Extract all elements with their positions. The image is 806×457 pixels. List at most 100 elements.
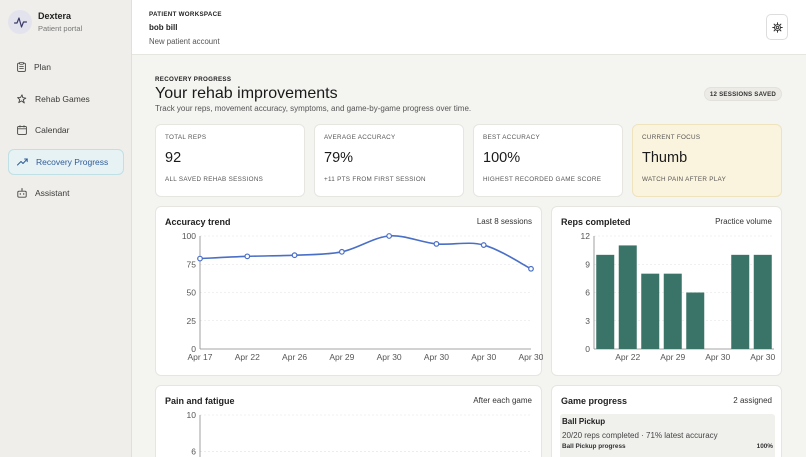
top-bar: PATIENT WORKSPACE bob bill New patient a… [132, 0, 806, 55]
sidebar-item-label: Assistant [35, 188, 70, 199]
gear-icon [771, 21, 783, 33]
y-tick-label: 9 [585, 259, 590, 269]
brand-subtitle: Patient portal [38, 24, 83, 33]
bar [663, 273, 682, 349]
game-name: Ball Pickup [562, 417, 606, 426]
x-tick-label: Apr 22 [235, 352, 260, 362]
game-progress-label: Ball Pickup progress [562, 443, 626, 450]
panel-meta: 2 assigned [733, 396, 772, 405]
workspace-label: PATIENT WORKSPACE [149, 11, 222, 18]
data-point [528, 265, 534, 272]
page-subtitle: Track your reps, movement accuracy, symp… [155, 104, 472, 113]
bar [686, 292, 705, 349]
accuracy-series-line [199, 235, 532, 270]
reps-completed-panel: Reps completed Practice volume 0 3 6 9 12 Apr… [551, 206, 782, 376]
game-progress-panel: Game progress 2 assigned Ball Pickup 20/… [551, 385, 782, 457]
bar [641, 273, 660, 349]
pain-fatigue-panel: Pain and fatigue After each game 6 10 [155, 385, 542, 457]
sidebar-item-calendar[interactable]: Calendar [8, 117, 124, 143]
patient-account-status: New patient account [149, 37, 220, 46]
calendar-icon [17, 125, 27, 136]
settings-button[interactable] [766, 14, 788, 40]
data-point [386, 233, 393, 239]
panel-meta: Practice volume [715, 217, 772, 226]
stat-caption: ALL SAVED REHAB SESSIONS [165, 176, 264, 183]
clipboard-icon [17, 62, 26, 72]
y-tick-label: 25 [187, 316, 197, 326]
x-tick-label: Apr 29 [329, 352, 354, 362]
stat-card-current-focus: CURRENT FOCUS Thumb WATCH PAIN AFTER PLA… [632, 124, 782, 197]
game-progress-item[interactable]: Ball Pickup 20/20 reps completed · 71% l… [560, 414, 775, 457]
data-point [433, 241, 440, 247]
x-tick-label: Apr 30 [705, 352, 730, 362]
stat-label: AVERAGE ACCURACY [324, 134, 396, 141]
game-detail: 20/20 reps completed · 71% latest accura… [562, 431, 718, 440]
sidebar-item-assistant[interactable]: Assistant [8, 180, 124, 206]
panel-meta: Last 8 sessions [476, 217, 532, 226]
data-point [338, 248, 345, 255]
bar [618, 245, 637, 349]
y-tick-label: 0 [585, 344, 590, 354]
pain-fatigue-chart: 6 10 [187, 410, 531, 457]
game-progress-value: 100% [756, 443, 773, 450]
x-tick-label: Apr 22 [615, 352, 640, 362]
panel-title: Pain and fatigue [165, 396, 235, 406]
reps-completed-chart: 0 3 6 9 12 Apr 22 Apr 29 Apr 30 Apr 30 [581, 231, 776, 362]
stat-value: 92 [165, 150, 182, 166]
robot-icon [17, 188, 27, 199]
sidebar: Dextera Patient portal Plan Rehab Games … [0, 0, 132, 457]
x-tick-label: Apr 17 [187, 352, 212, 362]
y-tick-label: 50 [187, 288, 197, 298]
y-tick-label: 100 [182, 231, 196, 241]
sidebar-item-label: Calendar [35, 125, 70, 136]
sidebar-item-plan[interactable]: Plan [8, 54, 124, 80]
stat-value: 79% [324, 150, 354, 166]
y-tick-label: 3 [585, 316, 590, 326]
stat-value: Thumb [642, 150, 688, 166]
stat-card-total-reps: TOTAL REPS 92 ALL SAVED REHAB SESSIONS [155, 124, 305, 197]
data-point [291, 252, 298, 259]
y-tick-label: 0 [191, 344, 196, 354]
sidebar-item-rehab-games[interactable]: Rehab Games [8, 86, 124, 112]
sidebar-item-label: Plan [34, 62, 52, 72]
stat-caption: +11 PTS FROM FIRST SESSION [324, 176, 426, 183]
x-tick-label: Apr 30 [424, 352, 449, 362]
stat-label: TOTAL REPS [165, 134, 207, 141]
panel-title: Accuracy trend [165, 217, 231, 227]
sidebar-item-label: Recovery Progress [36, 156, 109, 167]
puzzle-icon [17, 93, 27, 104]
accuracy-trend-chart: 0 25 50 75 100 Apr 17 Apr 22 Apr 26 Apr 29 Apr 30… [182, 231, 543, 362]
pulse-logo-icon [8, 10, 32, 34]
panel-title: Reps completed [561, 217, 631, 227]
x-tick-label: Apr 30 [518, 352, 543, 362]
stat-caption: HIGHEST RECORDED GAME SCORE [483, 176, 602, 183]
stat-card-best-accuracy: BEST ACCURACY 100% HIGHEST RECORDED GAME… [473, 124, 623, 197]
sidebar-item-label: Rehab Games [35, 93, 90, 104]
x-tick-label: Apr 30 [471, 352, 496, 362]
section-eyebrow: RECOVERY PROGRESS [155, 76, 232, 83]
stat-value: 100% [483, 150, 521, 166]
bar [596, 254, 615, 349]
panel-meta: After each game [473, 396, 532, 405]
accuracy-trend-panel: Accuracy trend Last 8 sessions 0 25 50 75 10… [155, 206, 543, 376]
sessions-saved-badge: 12 SESSIONS SAVED [704, 87, 782, 101]
x-tick-label: Apr 26 [282, 352, 307, 362]
sidebar-nav: Plan Rehab Games Calendar Recovery Progr… [8, 54, 124, 212]
patient-name: bob bill [149, 23, 178, 32]
y-tick-label: 75 [187, 259, 197, 269]
data-point [480, 242, 487, 248]
data-point [244, 253, 251, 260]
sidebar-item-recovery-progress[interactable]: Recovery Progress [8, 148, 124, 175]
brand[interactable]: Dextera Patient portal [8, 10, 82, 34]
stat-card-average-accuracy: AVERAGE ACCURACY 79% +11 PTS FROM FIRST … [314, 124, 464, 197]
panel-title: Game progress [561, 396, 628, 406]
stat-label: CURRENT FOCUS [642, 134, 701, 141]
bar [731, 254, 750, 349]
x-tick-label: Apr 30 [377, 352, 402, 362]
bar [753, 254, 772, 349]
stat-caption: WATCH PAIN AFTER PLAY [642, 176, 727, 183]
x-tick-label: Apr 29 [660, 352, 685, 362]
y-tick-label: 12 [581, 231, 591, 241]
game-progress-row: Ball Pickup progress 100% [562, 443, 773, 450]
stat-label: BEST ACCURACY [483, 134, 540, 141]
